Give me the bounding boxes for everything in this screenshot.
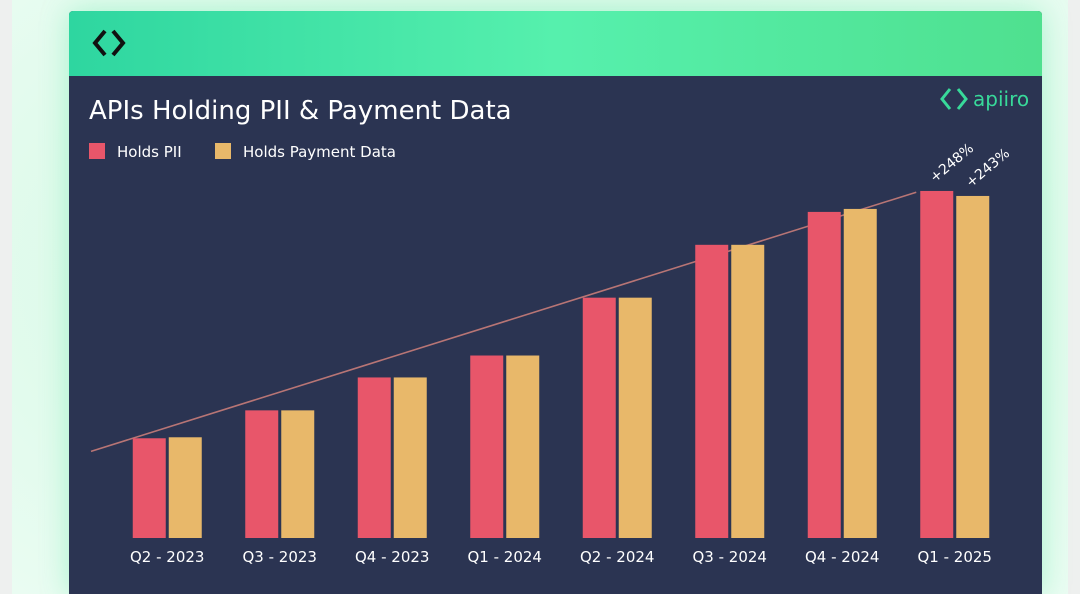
bar-payment-2 bbox=[281, 410, 315, 538]
chart-card: APIs Holding PII & Payment Data apiiro H… bbox=[69, 11, 1042, 594]
bar-payment-1 bbox=[168, 437, 202, 538]
bar-pii-2 bbox=[245, 410, 279, 538]
bar-chart: APIs Holding PII & Payment Data apiiro H… bbox=[89, 87, 1029, 566]
bar-pii-1 bbox=[132, 438, 166, 538]
chart-title: APIs Holding PII & Payment Data bbox=[89, 96, 512, 126]
bar-payment-3 bbox=[393, 377, 427, 538]
brand-logo: apiiro bbox=[940, 87, 1029, 111]
bar-payment-7 bbox=[843, 208, 877, 538]
brand-mark-left-icon bbox=[940, 88, 952, 110]
bar-pii-8 bbox=[920, 190, 954, 538]
x-tick-label-3: Q4 - 2023 bbox=[355, 548, 429, 566]
x-tick-label-4: Q1 - 2024 bbox=[468, 548, 542, 566]
x-tick-label-1: Q2 - 2023 bbox=[130, 548, 204, 566]
x-tick-label-7: Q4 - 2024 bbox=[805, 548, 879, 566]
brand-wordmark: apiiro bbox=[973, 87, 1029, 111]
legend-label-2: Holds Payment Data bbox=[243, 143, 396, 161]
legend-swatch-1 bbox=[89, 143, 105, 159]
bar-payment-5 bbox=[618, 297, 652, 538]
bar-pii-4 bbox=[470, 355, 504, 538]
diamond-logo-icon bbox=[92, 29, 126, 57]
bar-payment-8 bbox=[956, 195, 990, 539]
chart-marks: Q2 - 2023 Q3 - 2023 Q4 - 2023 Q1 - 2024 Q2 -… bbox=[90, 140, 1013, 566]
legend: Holds PII Holds Payment Data bbox=[89, 143, 396, 161]
brand-mark-right-icon bbox=[956, 88, 968, 110]
legend-label-1: Holds PII bbox=[117, 143, 182, 161]
screenshot-frame: APIs Holding PII & Payment Data apiiro H… bbox=[12, 0, 1068, 594]
bar-pii-3 bbox=[357, 377, 391, 538]
x-tick-label-2: Q3 - 2023 bbox=[243, 548, 317, 566]
bar-pii-5 bbox=[582, 297, 616, 538]
bar-pii-6 bbox=[695, 244, 729, 539]
bar-pii-7 bbox=[807, 211, 841, 539]
legend-swatch-2 bbox=[215, 143, 231, 159]
x-tick-label-5: Q2 - 2024 bbox=[580, 548, 654, 566]
bar-payment-6 bbox=[731, 244, 765, 539]
x-tick-label-8: Q1 - 2025 bbox=[918, 548, 992, 566]
bar-payment-4 bbox=[506, 355, 540, 538]
x-tick-label-6: Q3 - 2024 bbox=[693, 548, 767, 566]
trend-line bbox=[90, 191, 917, 453]
header-band bbox=[69, 11, 1042, 76]
